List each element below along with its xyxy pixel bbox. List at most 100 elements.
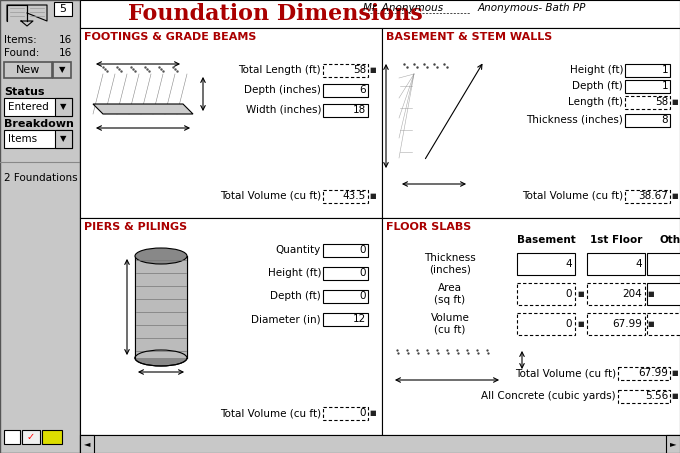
Polygon shape xyxy=(399,158,469,171)
Bar xyxy=(382,218,680,435)
Text: 67.99: 67.99 xyxy=(638,368,668,378)
Bar xyxy=(323,103,368,116)
Polygon shape xyxy=(88,10,116,18)
Text: 67.99: 67.99 xyxy=(612,319,642,329)
Polygon shape xyxy=(7,5,27,21)
Bar xyxy=(618,366,670,380)
Polygon shape xyxy=(392,348,405,372)
Text: Items:: Items: xyxy=(4,35,37,45)
Polygon shape xyxy=(183,64,193,114)
Bar xyxy=(323,189,368,202)
Bar xyxy=(54,2,72,16)
Bar xyxy=(587,313,645,335)
Text: ►: ► xyxy=(670,439,676,448)
Bar xyxy=(625,189,670,202)
Polygon shape xyxy=(93,64,193,74)
Text: ■: ■ xyxy=(647,291,653,297)
Text: 12: 12 xyxy=(353,314,366,324)
Text: 1: 1 xyxy=(662,65,668,75)
Bar xyxy=(323,406,368,419)
Bar xyxy=(323,244,368,256)
Text: ■: ■ xyxy=(647,321,653,327)
Text: PIERS & PILINGS: PIERS & PILINGS xyxy=(84,222,187,232)
Text: ■: ■ xyxy=(577,321,583,327)
Text: Other: Other xyxy=(660,235,680,245)
Text: Items: Items xyxy=(8,134,37,144)
Text: Entered: Entered xyxy=(8,102,49,112)
Bar xyxy=(587,283,645,305)
Text: 2 Foundations: 2 Foundations xyxy=(4,173,78,183)
Bar xyxy=(323,63,368,77)
Text: 4: 4 xyxy=(565,259,572,269)
Text: BASEMENT & STEM WALLS: BASEMENT & STEM WALLS xyxy=(386,32,552,42)
Text: ■: ■ xyxy=(671,99,678,105)
Bar xyxy=(323,313,368,326)
Text: Found:: Found: xyxy=(4,48,39,58)
Bar xyxy=(4,62,52,78)
Text: 1st Floor: 1st Floor xyxy=(590,235,642,245)
Text: Total Volume (cu ft): Total Volume (cu ft) xyxy=(515,368,616,378)
Bar xyxy=(0,0,80,453)
Text: 18: 18 xyxy=(353,105,366,115)
Text: Width (inches): Width (inches) xyxy=(245,105,321,115)
Text: Total Volume (cu ft): Total Volume (cu ft) xyxy=(522,191,623,201)
Polygon shape xyxy=(399,61,414,171)
Polygon shape xyxy=(399,61,469,74)
Text: Breakdown: Breakdown xyxy=(4,119,74,129)
Text: 0: 0 xyxy=(566,319,572,329)
Ellipse shape xyxy=(135,248,187,264)
Text: 0: 0 xyxy=(360,291,366,301)
Text: Thickness
(inches): Thickness (inches) xyxy=(424,253,476,275)
Text: Length (ft): Length (ft) xyxy=(568,97,623,107)
Text: Volume
(cu ft): Volume (cu ft) xyxy=(430,313,469,335)
Text: ▼: ▼ xyxy=(60,135,66,144)
Polygon shape xyxy=(88,2,116,10)
Bar xyxy=(323,266,368,280)
Bar xyxy=(135,256,187,358)
Bar xyxy=(323,289,368,303)
Text: FOOTINGS & GRADE BEAMS: FOOTINGS & GRADE BEAMS xyxy=(84,32,256,42)
Bar xyxy=(647,283,680,305)
Bar xyxy=(22,430,40,444)
Text: 0: 0 xyxy=(360,245,366,255)
Text: Thickness (inches): Thickness (inches) xyxy=(526,115,623,125)
Text: 16: 16 xyxy=(58,48,72,58)
Text: 8: 8 xyxy=(662,115,668,125)
Bar xyxy=(587,253,645,275)
Polygon shape xyxy=(392,360,515,372)
Text: 43.5: 43.5 xyxy=(343,191,366,201)
Text: ◄: ◄ xyxy=(84,439,90,448)
Text: 6: 6 xyxy=(359,85,366,95)
Bar xyxy=(618,390,670,403)
Bar xyxy=(625,114,670,126)
Bar xyxy=(625,96,670,109)
Text: 5: 5 xyxy=(60,4,67,14)
Text: Total Length (ft): Total Length (ft) xyxy=(239,65,321,75)
Bar xyxy=(517,283,575,305)
Text: Depth (ft): Depth (ft) xyxy=(270,291,321,301)
Polygon shape xyxy=(21,21,33,26)
Bar xyxy=(4,130,72,148)
Bar xyxy=(135,256,187,358)
Text: Basement: Basement xyxy=(517,235,575,245)
Text: ✓: ✓ xyxy=(27,432,35,442)
Text: 16: 16 xyxy=(58,35,72,45)
Bar xyxy=(517,253,575,275)
Bar xyxy=(647,313,680,335)
Text: 0: 0 xyxy=(360,408,366,418)
Bar xyxy=(4,98,72,116)
Text: 58: 58 xyxy=(655,97,668,107)
Polygon shape xyxy=(93,64,103,114)
Text: ▼: ▼ xyxy=(58,66,65,74)
Text: FLOOR SLABS: FLOOR SLABS xyxy=(386,222,471,232)
Text: New: New xyxy=(16,65,40,75)
Polygon shape xyxy=(392,348,515,360)
Text: ■: ■ xyxy=(369,410,375,416)
Text: Total Volume (cu ft): Total Volume (cu ft) xyxy=(220,408,321,418)
Text: Quantity: Quantity xyxy=(276,245,321,255)
Bar xyxy=(80,435,680,453)
Bar xyxy=(55,98,72,116)
Bar xyxy=(80,218,382,435)
Text: ■: ■ xyxy=(369,193,375,199)
Bar xyxy=(80,435,94,453)
